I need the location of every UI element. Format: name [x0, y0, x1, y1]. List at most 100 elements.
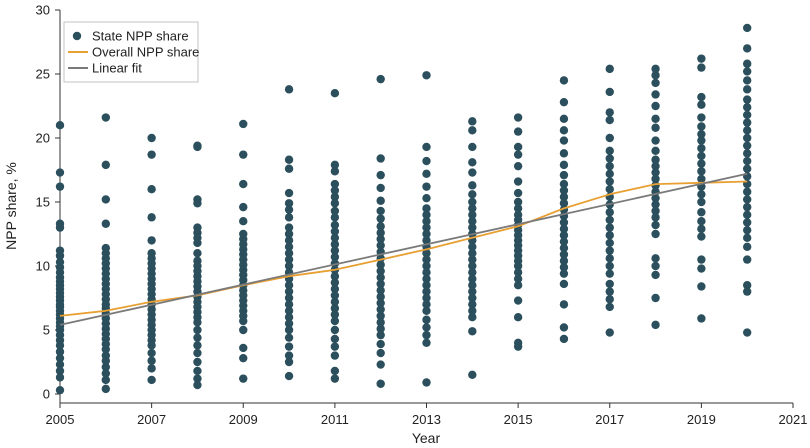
- state-npp-share-point: [330, 272, 340, 281]
- state-npp-share-point: [239, 374, 248, 383]
- state-npp-share-point: [742, 118, 752, 127]
- state-npp-share-point: [376, 74, 385, 84]
- state-npp-share-point: [55, 366, 65, 376]
- x-tick-label: 2019: [687, 412, 716, 427]
- state-npp-share-point: [742, 242, 752, 251]
- state-npp-share-point: [376, 273, 385, 282]
- state-npp-share-point: [559, 186, 569, 195]
- state-npp-share-point: [55, 385, 65, 395]
- state-npp-share-point: [330, 186, 340, 195]
- state-npp-share-point: [284, 371, 294, 381]
- state-npp-share-point: [422, 204, 431, 213]
- x-tick-label: 2021: [779, 412, 808, 427]
- state-npp-share-point: [651, 78, 660, 88]
- state-npp-share-point: [468, 142, 477, 152]
- x-axis-ticks: 2005 2007 2009 2011 2013 2015 2017 2019 2021: [46, 403, 808, 427]
- y-tick-label: 0: [43, 387, 50, 402]
- state-npp-share-point: [422, 193, 431, 203]
- state-npp-share-point: [468, 300, 477, 309]
- state-npp-share-point: [330, 351, 340, 360]
- state-npp-share-point: [559, 199, 569, 208]
- state-npp-share-point: [330, 310, 340, 319]
- state-npp-share-point: [605, 246, 614, 255]
- state-npp-share-point: [422, 229, 431, 239]
- state-npp-share-point: [559, 334, 569, 344]
- state-npp-share-point: [513, 177, 523, 186]
- state-npp-share-point: [422, 156, 431, 166]
- state-npp-share-point: [559, 160, 569, 170]
- state-npp-share-point: [468, 126, 477, 135]
- state-npp-share-point: [513, 161, 523, 171]
- state-npp-share-point: [468, 217, 477, 226]
- state-npp-share-point: [559, 231, 569, 240]
- state-npp-share-point: [147, 236, 156, 245]
- state-npp-share-point: [742, 233, 752, 243]
- state-npp-share-point: [284, 255, 294, 264]
- legend-linear-fit-label: Linear fit: [92, 61, 142, 76]
- state-npp-share-point: [559, 76, 569, 85]
- state-npp-share-point: [193, 341, 202, 350]
- state-npp-share-point: [697, 314, 706, 323]
- state-npp-share-point: [376, 279, 385, 289]
- state-npp-share-point: [697, 54, 706, 63]
- trend-lines: [59, 172, 748, 326]
- state-npp-share-point: [651, 220, 660, 230]
- state-npp-share-point: [422, 306, 431, 315]
- state-npp-share-point: [651, 168, 660, 177]
- state-npp-share-point: [513, 268, 523, 277]
- x-tick-label: 2017: [595, 412, 624, 427]
- state-npp-share-point: [284, 293, 294, 303]
- state-npp-share-point: [193, 333, 202, 342]
- state-npp-share-point: [513, 281, 523, 290]
- state-npp-share-point: [605, 208, 614, 217]
- state-npp-share-point: [651, 293, 660, 303]
- state-npp-share-point: [468, 223, 477, 232]
- state-npp-share-point: [651, 161, 660, 171]
- state-npp-share-point: [742, 156, 752, 166]
- state-npp-share-point: [742, 85, 752, 94]
- state-npp-share-point: [559, 256, 569, 266]
- state-npp-share-point: [330, 325, 340, 335]
- x-tick-label: 2007: [137, 412, 166, 427]
- state-npp-share-point: [284, 85, 294, 94]
- state-npp-share-point: [697, 63, 706, 72]
- x-tick-label: 2005: [46, 412, 75, 427]
- state-npp-share-point: [605, 169, 614, 179]
- state-npp-share-point: [697, 92, 706, 102]
- state-npp-share-point: [330, 220, 340, 230]
- state-npp-share-point: [742, 76, 752, 85]
- state-npp-share-point: [330, 192, 340, 202]
- state-npp-share-point: [468, 293, 477, 303]
- state-npp-share-point: [330, 284, 340, 294]
- state-npp-share-point: [193, 325, 202, 335]
- state-npp-share-point: [284, 357, 294, 367]
- state-npp-share-point: [559, 97, 569, 107]
- state-npp-share-point: [376, 348, 385, 358]
- state-npp-share-point: [559, 263, 569, 272]
- state-npp-share-point: [605, 185, 614, 194]
- state-npp-share-point: [284, 205, 294, 214]
- state-npp-share-point: [376, 234, 385, 244]
- state-npp-share-point: [605, 295, 614, 304]
- state-npp-share-point: [330, 342, 340, 351]
- state-npp-share-point: [651, 254, 660, 263]
- state-npp-share-point: [239, 343, 248, 353]
- state-npp-share-point: [742, 255, 752, 264]
- state-npp-share-point: [559, 323, 569, 332]
- state-npp-share-point: [239, 119, 248, 129]
- state-npp-share-point: [742, 149, 752, 158]
- state-npp-share-point: [376, 266, 385, 276]
- state-npp-share-point: [193, 199, 202, 208]
- state-npp-share-point: [376, 330, 385, 340]
- state-npp-share-point: [697, 174, 706, 184]
- state-npp-share-point: [742, 202, 752, 212]
- state-npp-share-point: [468, 168, 477, 177]
- state-npp-share-point: [284, 325, 294, 335]
- state-npp-share-point: [239, 325, 248, 335]
- state-npp-share-point: [468, 249, 477, 258]
- state-npp-share-point: [422, 281, 431, 290]
- state-npp-share-point: [513, 296, 523, 305]
- state-npp-share-point: [605, 161, 614, 171]
- state-npp-share-point: [101, 384, 111, 394]
- state-npp-share-point: [239, 202, 248, 212]
